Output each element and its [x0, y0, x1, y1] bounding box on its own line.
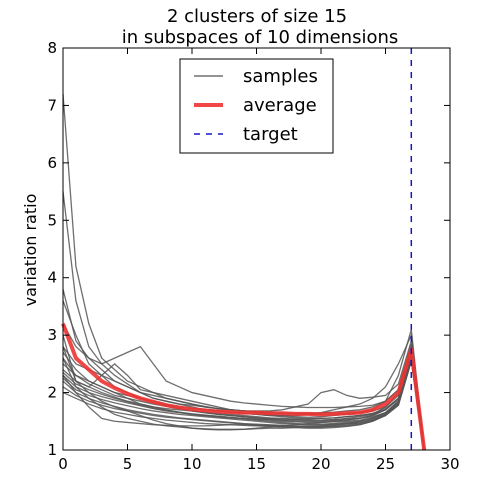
- y-tick-label-4: 4: [47, 269, 57, 287]
- sample-line-18: [62, 360, 425, 451]
- x-tick-label-0: 0: [58, 455, 68, 473]
- average-line: [61, 322, 427, 451]
- x-tick-label-25: 25: [376, 455, 395, 473]
- legend-target-label: target: [243, 124, 298, 145]
- y-tick-label-1: 1: [47, 441, 57, 459]
- y-tick-label-2: 2: [47, 384, 57, 402]
- x-axis-ticks: 0 5 10 15 20 25 30: [58, 48, 460, 473]
- samples-series: [62, 93, 425, 451]
- sample-line-11: [62, 352, 425, 451]
- y-tick-label-3: 3: [47, 326, 57, 344]
- chart-title-line1: 2 clusters of size 15: [167, 6, 347, 27]
- y-axis-ticks: 1 2 3 4 5 6 7 8: [47, 39, 450, 459]
- x-tick-label-15: 15: [247, 455, 266, 473]
- y-tick-label-7: 7: [47, 96, 57, 114]
- chart-title-line2: in subspaces of 10 dimensions: [122, 27, 399, 48]
- x-tick-label-5: 5: [123, 455, 133, 473]
- legend-box: [179, 58, 334, 154]
- y-axis-label: variation ratio: [21, 194, 40, 307]
- legend-average-label: average: [243, 95, 317, 116]
- average-series: [61, 322, 427, 451]
- x-tick-label-30: 30: [440, 455, 459, 473]
- y-tick-label-5: 5: [47, 211, 57, 229]
- legend: samples average target: [179, 58, 334, 154]
- y-tick-label-6: 6: [47, 154, 57, 172]
- sample-line-20: [62, 346, 425, 451]
- x-tick-label-20: 20: [311, 455, 330, 473]
- legend-samples-label: samples: [243, 66, 318, 87]
- y-tick-label-8: 8: [47, 39, 57, 57]
- x-tick-label-10: 10: [182, 455, 201, 473]
- sample-line-5: [62, 323, 425, 451]
